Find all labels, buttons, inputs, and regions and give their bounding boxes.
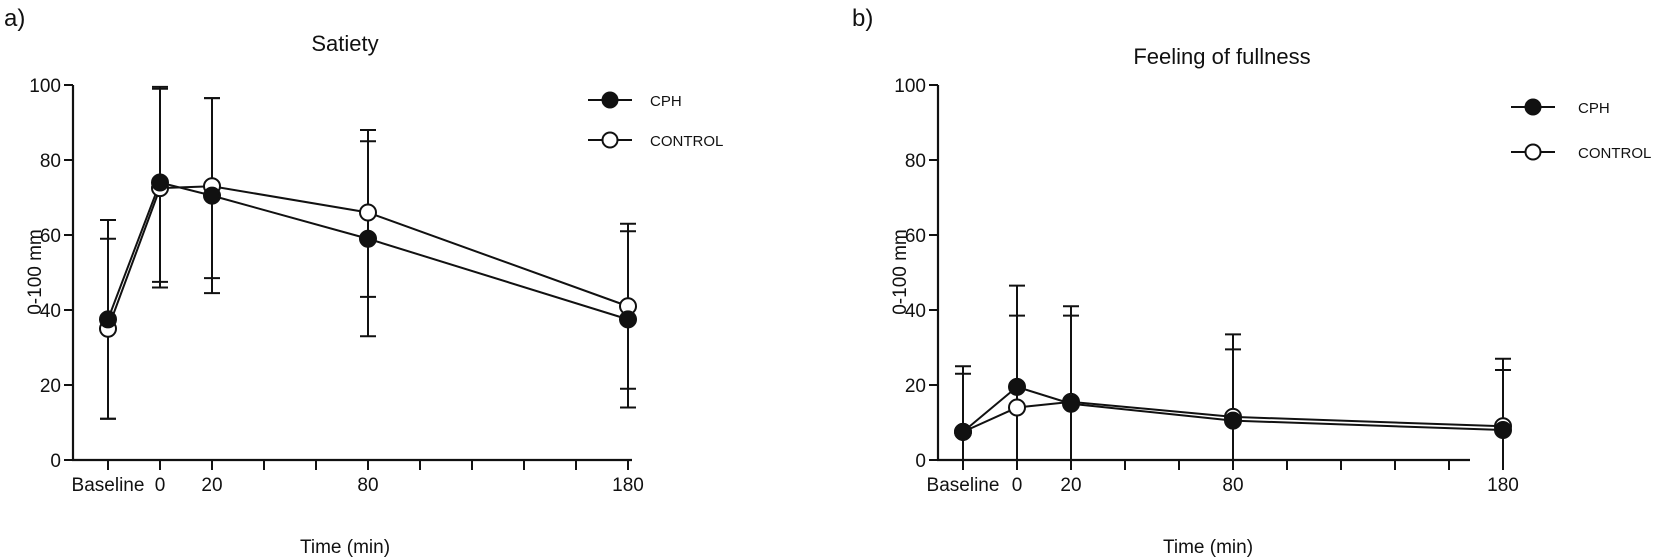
panel-label: b) [852, 5, 873, 32]
panel-feeling-of-fullness: b) Feeling of fullness 0-100 mm Time (mi… [852, 5, 1651, 558]
open-circle-marker-icon [1524, 143, 1542, 161]
legend-item-control: CONTROL [588, 131, 723, 150]
x-tick-label: 80 [357, 475, 378, 496]
y-tick-label: 20 [905, 376, 926, 397]
y-tick-label: 0 [915, 451, 926, 472]
chart-title: Feeling of fullness [1133, 44, 1310, 69]
legend-label: CPH [650, 93, 682, 110]
plot-area [99, 85, 637, 420]
x-axis-label: Time (min) [1163, 537, 1253, 558]
y-tick-label: 40 [40, 301, 61, 322]
y-tick-label: 20 [40, 376, 61, 397]
panel-label: a) [4, 5, 25, 32]
data-point-cph [1008, 377, 1026, 396]
x-tick-label: 0 [1012, 475, 1023, 496]
y-tick-label: 80 [905, 151, 926, 172]
data-point-cph [1494, 421, 1512, 439]
data-point-cph [203, 186, 221, 205]
x-tick-label: Baseline [927, 475, 1000, 496]
x-tick-label: Baseline [72, 475, 145, 496]
data-point-cph [1062, 394, 1080, 413]
legend: CPH CONTROL [1511, 98, 1651, 162]
y-tick-label: 80 [40, 151, 61, 172]
legend-item-cph: CPH [588, 91, 682, 110]
data-point-cph [359, 229, 377, 248]
legend-item-control: CONTROL [1511, 143, 1651, 162]
legend: CPH CONTROL [588, 91, 723, 150]
open-circle-marker-icon [601, 131, 619, 149]
x-tick-label: 180 [612, 475, 644, 496]
filled-circle-marker-icon [1524, 98, 1542, 116]
panel-satiety: a) Satiety 0-100 mm Time (min) 0 20 40 60 80… [4, 5, 723, 558]
axes: 0 20 40 60 80 100 Baseline 0 20 80 180 [29, 76, 644, 496]
data-point-cph [1224, 411, 1242, 430]
x-tick-label: 20 [1060, 475, 1081, 496]
x-tick-label: 20 [201, 475, 222, 496]
data-point-cph [99, 310, 117, 329]
legend-label: CONTROL [1578, 145, 1651, 162]
data-point-control [1008, 398, 1026, 417]
error-bar-control [1495, 357, 1511, 460]
x-tick-label: 80 [1222, 475, 1243, 496]
y-axis-label: 0-100 mm [25, 229, 46, 315]
error-bar-control [1225, 333, 1241, 460]
chart-title: Satiety [311, 31, 378, 56]
data-point-cph [619, 310, 637, 329]
x-tick-label: 0 [155, 475, 166, 496]
y-axis-label: 0-100 mm [890, 229, 911, 315]
legend-item-cph: CPH [1511, 98, 1610, 117]
y-tick-label: 0 [50, 451, 61, 472]
data-point-cph [954, 422, 972, 441]
error-bar-control [955, 365, 971, 460]
legend-label: CPH [1578, 100, 1610, 117]
y-tick-label: 100 [29, 76, 61, 97]
data-point-control [359, 203, 377, 222]
y-tick-label: 60 [40, 226, 61, 247]
x-axis-label: Time (min) [300, 537, 390, 558]
x-tick-label: 180 [1487, 475, 1519, 496]
y-tick-label: 100 [894, 76, 926, 97]
data-point-cph [151, 173, 169, 192]
y-tick-label: 40 [905, 301, 926, 322]
error-bar-control [1063, 314, 1079, 460]
legend-label: CONTROL [650, 133, 723, 150]
plot-area [954, 284, 1512, 460]
filled-circle-marker-icon [601, 91, 619, 109]
y-tick-label: 60 [905, 226, 926, 247]
